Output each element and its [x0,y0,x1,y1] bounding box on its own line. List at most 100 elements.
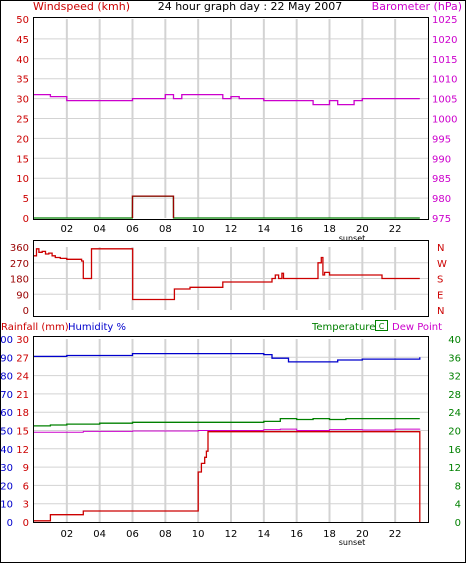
x-tick-label: 16 [290,224,303,235]
y-temperature-tick-label: 12 [448,463,461,474]
y-left-tick-label: 30 [16,95,29,106]
x-tick-label: 06 [126,224,139,235]
x-tick-label: 10 [192,529,205,540]
y-temperature-tick-label: 36 [448,353,461,364]
compass-tick-label: E [437,290,443,301]
y-rainfall-tick-label: 18 [16,408,29,419]
unit-badge-box [375,320,388,331]
x-tick-label: 04 [93,224,106,235]
x-tick-label: 02 [60,224,73,235]
y-temperature-tick-label: 16 [448,445,461,456]
panel-1-x-axis: 02 04 06 08 10 12 14 16 18 20 22 [60,224,401,235]
x-tick-label: 20 [356,529,369,540]
y-left-tick-label: 90 [16,290,29,301]
y-left-tick-label: 0 [23,306,29,317]
y-right-tick-label: 985 [432,174,451,185]
compass-tick-label: S [437,275,443,286]
graph-title: 24 hour graph day : 22 May 2007 [158,0,343,13]
x-tick-label: 08 [159,529,172,540]
y-right-tick-label: 1025 [432,15,457,26]
x-tick-label: 06 [126,529,139,540]
y-rainfall-tick-label: 27 [16,353,29,364]
right-label-temperature: Temperature [311,322,375,333]
y-humidity-tick-label: 20 [0,481,13,492]
y-right-tick-label: 1020 [432,35,457,46]
y-rainfall-tick-label: 9 [23,463,29,474]
series-line-magenta [34,428,421,433]
x-tick-label: 12 [225,224,238,235]
compass-tick-label: W [437,259,447,270]
y-temperature-tick-label: 0 [455,518,461,529]
y-rainfall-tick-label: 24 [16,372,29,383]
panel-3-series [34,352,421,522]
y-left-tick-label: 50 [16,15,29,26]
x-tick-label: 12 [225,529,238,540]
y-right-tick-label: 1010 [432,75,457,86]
y-left-tick-label: 45 [16,35,29,46]
right-label-barometer: Barometer (hPa) [372,0,462,13]
y-humidity-tick-label: 60 [0,408,13,419]
y-temperature-tick-label: 32 [448,372,461,383]
y-humidity-tick-label: 0 [7,518,13,529]
x-tick-label: 18 [323,529,336,540]
x-tick-label: 18 [323,224,336,235]
y-rainfall-tick-label: 15 [16,427,29,438]
y-right-tick-label: 995 [432,134,451,145]
y-left-tick-label: 20 [16,134,29,145]
right-label-dewpoint: Dew Point [392,322,442,333]
y-right-tick-label: 980 [432,194,451,205]
left-label-rainfall: Rainfall (mm) [1,322,69,333]
y-right-tick-label: 1000 [432,115,457,126]
x-tick-label: 04 [93,529,106,540]
series-line-magenta [34,93,420,106]
y-right-tick-label: 975 [432,214,451,225]
y-left-tick-label: 360 [10,243,29,254]
y-temperature-tick-label: 20 [448,427,461,438]
y-humidity-tick-label: 70 [0,390,13,401]
y-right-tick-label: 1015 [432,55,457,66]
x-tick-label: 10 [192,224,205,235]
y-rainfall-tick-label: 30 [16,335,29,346]
y-rainfall-tick-label: 12 [16,445,29,456]
y-temperature-tick-label: 28 [448,390,461,401]
y-left-tick-label: 35 [16,75,29,86]
panel-3-right-axis-temperature: 0 4 8 12 16 20 24 28 32 36 40 [448,335,461,529]
y-temperature-tick-label: 24 [448,408,461,419]
y-right-tick-label: 990 [432,154,451,165]
panel-3-left-axis-rainfall: 0 10 20 30 40 50 60 70 80 90 100 [0,335,13,529]
panel-3-x-axis: 02 04 06 08 10 12 14 16 18 20 22 [60,529,401,540]
y-humidity-tick-label: 100 [0,335,13,346]
y-left-tick-label: 10 [16,174,29,185]
series-line-blue [34,352,421,363]
panel-1-left-axis: 0 5 10 15 20 25 30 35 40 45 50 [16,15,29,225]
y-humidity-tick-label: 90 [0,353,13,364]
x-tick-label: 22 [389,529,402,540]
x-tick-label: 02 [60,529,73,540]
y-humidity-tick-label: 10 [0,500,13,511]
x-tick-label: 22 [389,224,402,235]
panel-1-series [34,93,420,219]
y-rainfall-tick-label: 0 [23,518,29,529]
y-left-tick-label: 270 [10,259,29,270]
x-tick-label: 08 [159,224,172,235]
y-left-tick-label: 40 [16,55,29,66]
y-temperature-tick-label: 40 [448,335,461,346]
series-line-red [34,248,420,301]
y-rainfall-tick-label: 6 [23,481,29,492]
panel-1-right-axis: 975 980 985 990 995 1000 1005 1010 1015 1020 1025 [432,15,457,225]
series-line-green [34,417,420,427]
series-line-red [34,431,421,522]
y-humidity-tick-label: 40 [0,445,13,456]
x-tick-label: 20 [356,224,369,235]
panel-1-sunset-label: sunset [339,234,366,243]
x-tick-label: 14 [257,224,270,235]
y-rainfall-tick-label: 21 [16,390,29,401]
y-right-tick-label: 1005 [432,95,457,106]
series-line-darkred [131,195,175,218]
y-humidity-tick-label: 80 [0,372,13,383]
y-humidity-tick-label: 50 [0,427,13,438]
unit-badge: C [379,322,385,331]
panel-2-series [34,248,420,301]
y-left-tick-label: 0 [23,214,29,225]
